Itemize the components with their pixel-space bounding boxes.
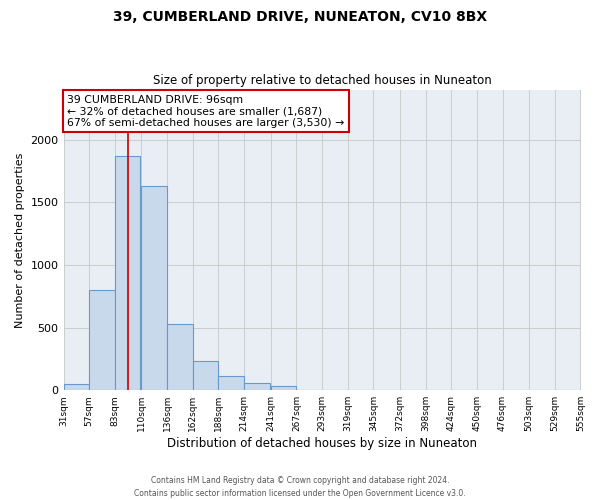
Bar: [142, 186, 167, 390]
Bar: [64, 384, 89, 390]
Bar: [218, 376, 244, 390]
Bar: [115, 156, 140, 390]
Bar: [89, 290, 115, 390]
Text: Contains HM Land Registry data © Crown copyright and database right 2024.
Contai: Contains HM Land Registry data © Crown c…: [134, 476, 466, 498]
Text: 39, CUMBERLAND DRIVE, NUNEATON, CV10 8BX: 39, CUMBERLAND DRIVE, NUNEATON, CV10 8BX: [113, 10, 487, 24]
Bar: [193, 361, 218, 390]
Bar: [271, 386, 296, 390]
Text: 39 CUMBERLAND DRIVE: 96sqm
← 32% of detached houses are smaller (1,687)
67% of s: 39 CUMBERLAND DRIVE: 96sqm ← 32% of deta…: [67, 94, 345, 128]
Y-axis label: Number of detached properties: Number of detached properties: [15, 152, 25, 328]
Bar: [244, 384, 270, 390]
Title: Size of property relative to detached houses in Nuneaton: Size of property relative to detached ho…: [152, 74, 491, 87]
Bar: [167, 324, 193, 390]
X-axis label: Distribution of detached houses by size in Nuneaton: Distribution of detached houses by size …: [167, 437, 477, 450]
